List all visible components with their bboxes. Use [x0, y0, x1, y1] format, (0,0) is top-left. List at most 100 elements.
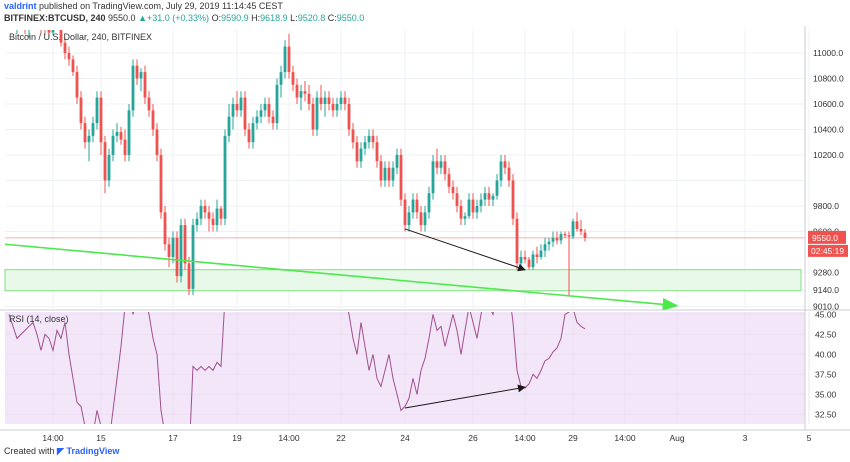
author-link[interactable]: valdrint [4, 1, 37, 11]
rsi-tick-label: 45.00 [815, 309, 837, 319]
candle-body [327, 97, 331, 104]
candle-body [571, 221, 575, 237]
candle-body [311, 103, 315, 130]
header-bar: valdrint published on TradingView.com, J… [0, 0, 850, 26]
candle-body [159, 154, 163, 213]
candle-body [547, 241, 551, 245]
time-tick-label: 14:00 [614, 433, 636, 443]
candle-body [247, 129, 251, 143]
candle-body [263, 103, 267, 111]
candle-body [235, 103, 239, 111]
price-chart[interactable]: Bitcoin / U.S. Dollar, 240, BITFINEX RSI … [0, 26, 850, 444]
candle-body [259, 110, 263, 117]
price-tick-label: 9140.0 [813, 285, 839, 295]
candle-body [387, 167, 391, 181]
candle-body [143, 72, 147, 98]
time-tick-label: 3 [743, 433, 748, 443]
rsi-tick-label: 37.50 [815, 369, 837, 379]
candle-body [199, 205, 203, 219]
candle-body [567, 235, 571, 237]
candle-body [107, 154, 111, 181]
tradingview-brand[interactable]: TradingView [66, 446, 120, 456]
candle-body [87, 135, 91, 143]
candle-body [99, 97, 103, 143]
footer: Created with ◤ TradingView [4, 446, 119, 457]
symbol-label: BITFINEX:BTCUSD, 240 [4, 13, 106, 23]
candle-body [171, 237, 175, 257]
candle-body [543, 244, 547, 251]
candle-body [231, 103, 235, 117]
time-tick-label: 15 [96, 433, 106, 443]
candle-body [451, 186, 455, 194]
candle-body [415, 199, 419, 213]
open-label: O: [211, 13, 222, 23]
candle-body [191, 225, 195, 289]
candle-body [383, 167, 387, 181]
candle-body [16, 26, 19, 27]
candle-body [359, 148, 363, 162]
candle-body [411, 199, 415, 213]
rsi-tick-label: 32.50 [815, 409, 837, 419]
candle-body [71, 59, 75, 73]
candle-body [83, 123, 87, 143]
candle-body [367, 135, 371, 143]
price-change: +31.0 (+0.33%) [147, 13, 210, 23]
candle-body [227, 116, 231, 136]
time-tick-label: 26 [468, 433, 478, 443]
price-tick-label: 10200.0 [813, 150, 844, 160]
candle-body [463, 216, 467, 219]
candle-body [531, 254, 535, 268]
candle-body [219, 208, 223, 219]
candle-body [343, 97, 347, 104]
candle-body [527, 259, 531, 268]
candle-body [131, 65, 135, 111]
candle-body [535, 254, 539, 257]
candle-body [28, 26, 31, 30]
price-tick-label: 10800.0 [813, 73, 844, 83]
candle-body [539, 250, 543, 257]
candle-body [267, 103, 271, 117]
candle-body [51, 30, 55, 33]
candle-body [44, 27, 47, 30]
candle-body [279, 72, 283, 85]
price-divergence-arrow [404, 228, 526, 272]
candle-body [275, 84, 279, 124]
candle-body [479, 199, 483, 206]
candle-body [207, 212, 211, 219]
candle-body [319, 97, 323, 104]
candle-body [575, 221, 579, 229]
candle-body [423, 212, 427, 226]
candle-body [355, 142, 359, 162]
candle-body [391, 167, 395, 181]
candle-body [283, 46, 287, 73]
low-value: 9520.8 [297, 13, 326, 23]
candle-body [103, 142, 107, 181]
candle-body [24, 26, 27, 30]
candle-body [79, 97, 83, 124]
candle-body [91, 123, 95, 136]
candle-body [271, 116, 275, 124]
candle-body [115, 132, 119, 136]
trendline [4, 243, 679, 311]
candle-body [471, 199, 475, 213]
candle-body [139, 72, 143, 79]
candle-body [251, 123, 255, 143]
candle-body [155, 129, 159, 155]
candles-group [16, 26, 587, 296]
time-tick-label: 22 [336, 433, 346, 443]
candle-body [47, 30, 51, 33]
price-tick-label: 9010.0 [813, 302, 839, 312]
candle-body [563, 234, 567, 236]
candle-body [407, 212, 411, 226]
close-value: 9550.0 [336, 13, 365, 23]
tradingview-logo-icon: ◤ [57, 446, 64, 456]
price-tick-label: 11000.0 [813, 48, 843, 58]
candle-body [555, 237, 559, 241]
last-price: 9550.0 [108, 13, 136, 23]
candle-body [123, 139, 127, 155]
countdown-tag [808, 244, 848, 257]
high-label: H: [251, 13, 261, 23]
candle-body [167, 244, 171, 257]
candle-body [183, 225, 187, 264]
close-label: C: [327, 13, 337, 23]
